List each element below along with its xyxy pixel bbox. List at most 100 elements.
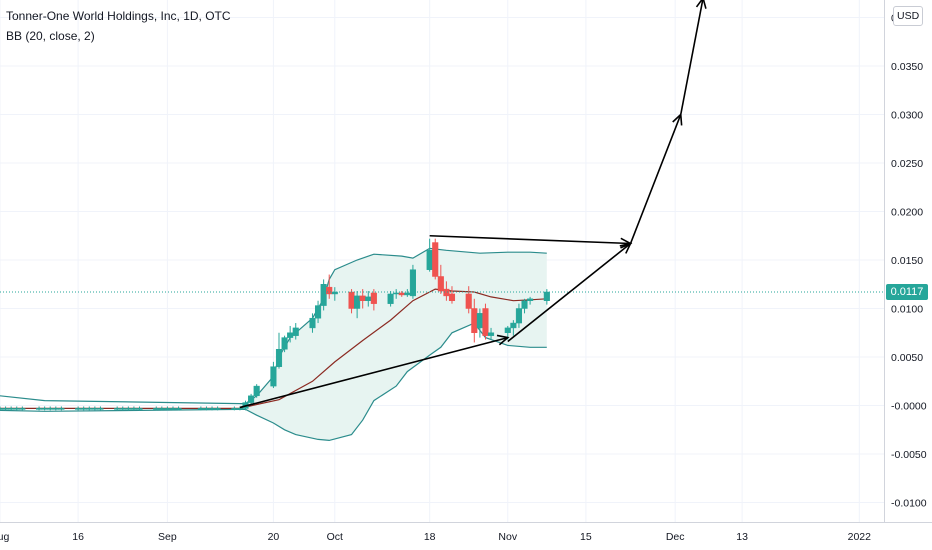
candle-body[interactable] [359, 295, 366, 301]
candle-body[interactable] [253, 385, 260, 397]
candle-body[interactable] [236, 408, 243, 410]
candle-body[interactable] [75, 408, 82, 410]
candle-body[interactable] [270, 366, 277, 387]
candle-body[interactable] [197, 408, 204, 410]
candle-body[interactable] [465, 293, 472, 309]
candle-body[interactable] [2, 408, 9, 410]
candle-body[interactable] [19, 408, 26, 410]
time-tick-label: 18 [424, 531, 436, 543]
candle-body[interactable] [348, 291, 355, 309]
candle-body[interactable] [47, 408, 54, 410]
candle-body[interactable] [365, 296, 372, 301]
candle-body[interactable] [214, 408, 221, 410]
candle-body[interactable] [432, 242, 439, 277]
candle-body[interactable] [543, 291, 550, 301]
price-tick-label: 0.0250 [891, 158, 923, 170]
currency-selector[interactable]: USD [893, 6, 924, 26]
candle-body[interactable] [393, 292, 400, 295]
arrow-line[interactable] [429, 234, 631, 245]
candle-body[interactable] [52, 408, 59, 410]
candle-body[interactable] [158, 408, 165, 410]
indicator-legend[interactable]: BB (20, close, 2) [6, 29, 95, 43]
candle-body[interactable] [426, 250, 433, 270]
candle-body[interactable] [0, 408, 4, 410]
candle-body[interactable] [471, 308, 478, 333]
time-tick-label: 13 [736, 531, 748, 543]
candle-body[interactable] [125, 408, 132, 410]
candle-body[interactable] [482, 308, 489, 336]
candle-body[interactable] [248, 395, 255, 403]
candle-body[interactable] [136, 408, 143, 410]
candle-body[interactable] [515, 308, 522, 324]
price-tick-label: 0.0350 [891, 61, 923, 73]
candle-body[interactable] [448, 293, 456, 301]
price-axis[interactable]: 0.04000.03500.03000.02500.02000.01500.01… [884, 0, 932, 550]
candle-body[interactable] [527, 298, 534, 301]
time-tick-label: Aug [0, 531, 9, 543]
candle-body[interactable] [169, 408, 177, 410]
price-tick-label: 0.0100 [891, 304, 923, 316]
candle-body[interactable] [292, 327, 299, 336]
time-axis-bg [0, 522, 932, 550]
candle-body[interactable] [203, 408, 210, 410]
candle-body[interactable] [13, 408, 20, 410]
candle-body[interactable] [326, 286, 333, 295]
candle-body[interactable] [231, 408, 238, 410]
candle-body[interactable] [521, 300, 528, 309]
candle-body[interactable] [309, 317, 316, 329]
candle-body[interactable] [354, 295, 361, 309]
time-axis[interactable]: Aug 16 Sep 20 Oct 18 Nov 15 Dec 13 2022 [0, 522, 932, 550]
time-tick-label: Oct [327, 531, 343, 543]
arrow-line[interactable] [679, 0, 704, 115]
candle-body[interactable] [208, 408, 216, 410]
candles[interactable] [0, 238, 884, 411]
candle-body[interactable] [86, 408, 93, 410]
arrow-line[interactable] [507, 242, 632, 343]
candle-body[interactable] [41, 408, 48, 410]
candle-body[interactable] [114, 408, 121, 410]
candle-body[interactable] [504, 327, 511, 333]
candle-body[interactable] [331, 291, 338, 295]
candle-body[interactable] [175, 408, 182, 410]
price-tick-label: -0.0050 [891, 449, 927, 461]
candle-body[interactable] [443, 288, 450, 297]
candle-body[interactable] [153, 408, 160, 410]
candle-body[interactable] [164, 408, 171, 410]
candle-body[interactable] [36, 408, 43, 410]
candle-body[interactable] [320, 284, 327, 306]
candle-body[interactable] [370, 292, 377, 304]
candle-body[interactable] [8, 408, 15, 410]
candle-body[interactable] [80, 408, 87, 410]
candle-body[interactable] [91, 408, 98, 410]
price-tick-label: 0.0050 [891, 352, 923, 364]
candle-body[interactable] [97, 408, 104, 410]
time-tick-label: 15 [580, 531, 592, 543]
candle-body[interactable] [409, 269, 416, 297]
time-tick-label: Nov [498, 531, 517, 543]
candle-body[interactable] [487, 332, 495, 336]
candle-body[interactable] [119, 408, 126, 410]
candle-body[interactable] [58, 408, 65, 410]
price-tick-label: -0.0100 [891, 498, 927, 510]
candle-body[interactable] [437, 276, 444, 292]
time-tick-label: 20 [268, 531, 280, 543]
candle-body[interactable] [476, 313, 483, 329]
candle-body[interactable] [275, 348, 283, 367]
arrow-line[interactable] [239, 336, 508, 409]
price-tick-label: 0.0200 [891, 207, 923, 219]
price-tick-label: -0.0000 [891, 401, 927, 413]
candle-body[interactable] [315, 305, 322, 319]
candle-body[interactable] [130, 408, 137, 410]
price-tick-label: 0.0300 [891, 110, 923, 122]
arrow-line[interactable] [629, 114, 682, 244]
price-tick-label: 0.0150 [891, 255, 923, 267]
candle-body[interactable] [398, 292, 405, 296]
candle-body[interactable] [387, 293, 394, 304]
candle-body[interactable] [287, 332, 294, 338]
price-axis-bg [884, 0, 932, 550]
candle-body[interactable] [404, 292, 411, 296]
candle-body[interactable] [510, 322, 517, 329]
candle-body[interactable] [281, 337, 288, 350]
trend-drawings[interactable] [239, 0, 707, 409]
